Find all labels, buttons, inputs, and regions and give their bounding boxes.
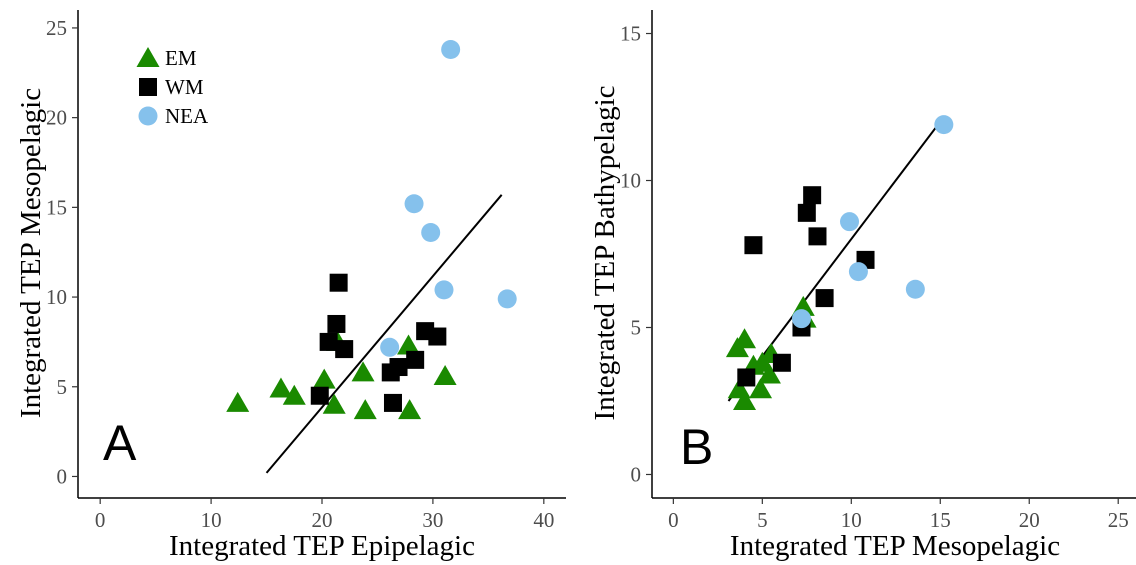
panel-b-point-em: [733, 328, 757, 349]
legend-label-em: EM: [165, 46, 197, 70]
panel-a-x-tick-label: 30: [422, 508, 443, 532]
panel-b-point-nea: [840, 212, 860, 232]
panel-a-y-tick-label: 5: [57, 375, 68, 399]
panel-a-point-wm: [383, 393, 402, 412]
panel-b-point-em: [733, 389, 757, 410]
panel-b-point-wm: [808, 227, 827, 246]
panel-a-point-em: [312, 368, 336, 389]
panel-b-point-wm: [737, 368, 756, 387]
panel-b-point-wm: [797, 203, 816, 222]
panel-b-x-tick-label: 0: [668, 508, 679, 532]
panel-b-x-tick-label: 25: [1108, 508, 1129, 532]
panel-b-x-tick-label: 15: [930, 508, 951, 532]
panel-b-y-tick-label: 5: [631, 315, 642, 339]
panel-a: Integrated TEP Epipelagic Integrated TEP…: [15, 10, 566, 562]
panel-b-point-wm: [744, 236, 763, 255]
panel-b-point-wm: [803, 186, 822, 205]
panel-b-x-tick-label: 20: [1019, 508, 1040, 532]
panel-b-y-tick-label: 0: [631, 462, 642, 486]
panel-a-y-axis-title: Integrated TEP Mesopelagic: [15, 88, 47, 418]
legend-key-nea: [138, 106, 158, 126]
panel-b-point-em: [757, 363, 781, 384]
panel-a-point-em: [398, 399, 422, 420]
panel-b-tag: B: [680, 419, 713, 475]
panel-b-y-axis-title: Integrated TEP Bathypelagic: [589, 85, 621, 420]
panel-a-point-em: [353, 399, 377, 420]
panel-a-point-em: [282, 384, 306, 405]
panel-a-point-em: [433, 365, 457, 385]
panel-a-point-nea: [380, 337, 400, 357]
panel-a-point-wm: [406, 350, 425, 369]
panel-b-point-wm: [815, 289, 834, 308]
panel-a-point-em: [322, 393, 346, 414]
panel-a-x-tick-label: 40: [533, 508, 554, 532]
panel-a-y-tick-label: 20: [46, 106, 67, 130]
panel-a-regression-line: [265, 194, 503, 474]
panel-a-point-wm: [335, 340, 354, 359]
panel-a-y-tick-label: 0: [57, 464, 68, 488]
panel-b-point-nea: [848, 262, 868, 282]
panel-a-point-em: [226, 391, 250, 412]
panel-a-x-axis-title: Integrated TEP Epipelagic: [169, 530, 475, 562]
panel-b-y-tick-label: 10: [620, 169, 641, 193]
panel-a-y-tick-label: 15: [46, 195, 67, 219]
panel-a-y-tick-label: 25: [46, 16, 67, 40]
panel-a-x-tick-label: 10: [201, 508, 222, 532]
panel-a-y-tick-label: 10: [46, 285, 67, 309]
legend-label-nea: NEA: [165, 104, 209, 128]
panel-a-point-nea: [434, 280, 454, 300]
panel-a-point-wm: [327, 314, 346, 333]
legend-label-wm: WM: [165, 75, 204, 99]
legend: EM WM NEA: [136, 46, 209, 128]
legend-key-em: [136, 47, 160, 67]
panel-a-point-wm: [329, 273, 348, 292]
panel-a-point-wm: [428, 327, 447, 346]
panel-a-point-em: [397, 334, 421, 355]
panel-b-point-nea: [934, 115, 954, 135]
panel-a-x-tick-label: 20: [312, 508, 333, 532]
panel-b-x-tick-label: 10: [841, 508, 862, 532]
panel-b-point-wm: [772, 353, 791, 372]
panel-a-point-wm: [319, 332, 338, 351]
panel-b-y-tick-label: 15: [620, 22, 641, 46]
panel-a-tag: A: [103, 415, 137, 471]
panel-b-point-nea: [791, 309, 811, 329]
panel-b-point-em: [749, 378, 773, 399]
panel-b-x-tick-label: 5: [757, 508, 768, 532]
panel-a-x-tick-label: 0: [95, 508, 106, 532]
panel-b: Integrated TEP Mesopelagic Integrated TE…: [589, 10, 1136, 562]
panel-a-point-em: [351, 361, 375, 382]
panel-a-point-em: [269, 377, 293, 398]
panel-b-x-axis-title: Integrated TEP Mesopelagic: [730, 530, 1060, 562]
panel-a-point-nea: [441, 39, 461, 59]
panel-a-point-wm: [389, 358, 408, 377]
panel-a-point-nea: [497, 289, 517, 309]
panel-a-point-nea: [404, 194, 424, 214]
legend-key-wm: [139, 78, 157, 96]
panel-a-point-wm: [310, 386, 329, 405]
panel-b-point-nea: [905, 279, 925, 299]
panel-a-point-nea: [421, 222, 441, 242]
